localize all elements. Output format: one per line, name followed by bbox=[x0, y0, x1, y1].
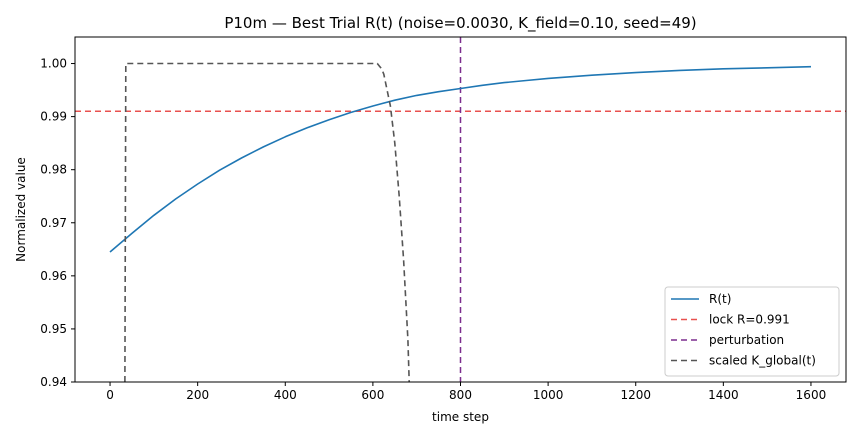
y-axis-label: Normalized value bbox=[14, 157, 28, 262]
x-tick-label: 1200 bbox=[620, 388, 651, 402]
y-tick-label: 0.98 bbox=[40, 163, 67, 177]
k-global-series-line bbox=[124, 62, 410, 382]
y-tick-label: 0.95 bbox=[40, 322, 67, 336]
y-tick-label: 0.96 bbox=[40, 269, 67, 283]
x-tick-label: 400 bbox=[274, 388, 297, 402]
legend-r-t-label: R(t) bbox=[709, 292, 731, 306]
chart-title: P10m — Best Trial R(t) (noise=0.0030, K_… bbox=[224, 14, 696, 33]
x-tick-label: 0 bbox=[106, 388, 114, 402]
x-tick-label: 1400 bbox=[708, 388, 739, 402]
plot-marks bbox=[75, 37, 846, 382]
y-tick-label: 0.97 bbox=[40, 216, 67, 230]
y-tick-label: 0.94 bbox=[40, 375, 67, 389]
x-tick-label: 1000 bbox=[533, 388, 564, 402]
y-tick-label: 0.99 bbox=[40, 110, 67, 124]
legend: R(t) lock R=0.991 perturbation scaled K_glo… bbox=[664, 286, 840, 377]
x-axis-ticks: 0 200 400 600 800 1000 1200 1400 1600 bbox=[106, 382, 826, 402]
x-tick-label: 600 bbox=[361, 388, 384, 402]
x-axis-label: time step bbox=[432, 410, 489, 424]
y-tick-label: 1.00 bbox=[40, 57, 67, 71]
legend-lock-label: lock R=0.991 bbox=[709, 313, 790, 327]
y-axis-ticks: 0.94 0.95 0.96 0.97 0.98 0.99 1.00 bbox=[40, 57, 75, 389]
x-tick-label: 800 bbox=[449, 388, 472, 402]
legend-k-global-label: scaled K_global(t) bbox=[709, 354, 816, 368]
legend-box bbox=[664, 286, 840, 377]
r-t-series-line bbox=[109, 65, 812, 253]
x-tick-label: 1600 bbox=[796, 388, 827, 402]
legend-perturbation-label: perturbation bbox=[709, 333, 784, 347]
x-tick-label: 200 bbox=[186, 388, 209, 402]
